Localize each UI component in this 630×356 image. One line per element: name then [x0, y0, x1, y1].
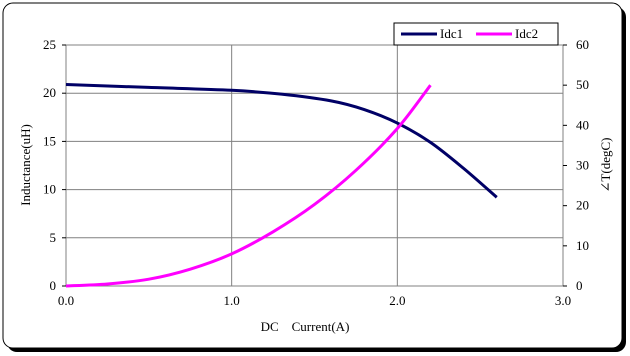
- x-tick-label: 0.0: [58, 293, 74, 308]
- x-tick-label: 2.0: [389, 293, 405, 308]
- gridlines: [66, 45, 563, 286]
- x-tick-label: 1.0: [224, 293, 240, 308]
- y-tick-label: 20: [43, 85, 56, 100]
- y2-tick-label: 30: [576, 158, 589, 173]
- x-tick-label: 3.0: [555, 293, 571, 308]
- y2-tick-label: 10: [576, 238, 589, 253]
- y-tick-label: 5: [50, 230, 57, 245]
- legend: Idc1 Idc2: [393, 22, 559, 46]
- legend-label-idc1: Idc1: [440, 26, 463, 41]
- y-tick-label: 25: [43, 37, 56, 52]
- y2-tick-label: 50: [576, 77, 589, 92]
- y-axis-title: Inductance(uH): [18, 124, 33, 206]
- y-tick-label: 15: [43, 133, 56, 148]
- x-axis-title: DC Current(A): [261, 319, 350, 334]
- series-line-idc1: [65, 83, 498, 199]
- y-tick-label: 10: [43, 182, 56, 197]
- series-layer: [65, 83, 498, 288]
- plot-area: [65, 44, 564, 287]
- series-line-idc2: [65, 84, 432, 288]
- y2-tick-label: 60: [576, 37, 589, 52]
- y2-tick-label: 40: [576, 117, 589, 132]
- legend-label-idc2: Idc2: [515, 26, 538, 41]
- tick-labels: 0.0 1.0 2.0 3.0 0 5 10 15 20 25 0 10 20 30 40 50 60: [43, 37, 589, 308]
- y2-axis-title: ∠T(degC): [598, 138, 613, 193]
- y-tick-label: 0: [50, 278, 57, 293]
- y2-tick-label: 0: [576, 278, 583, 293]
- y2-tick-label: 20: [576, 198, 589, 213]
